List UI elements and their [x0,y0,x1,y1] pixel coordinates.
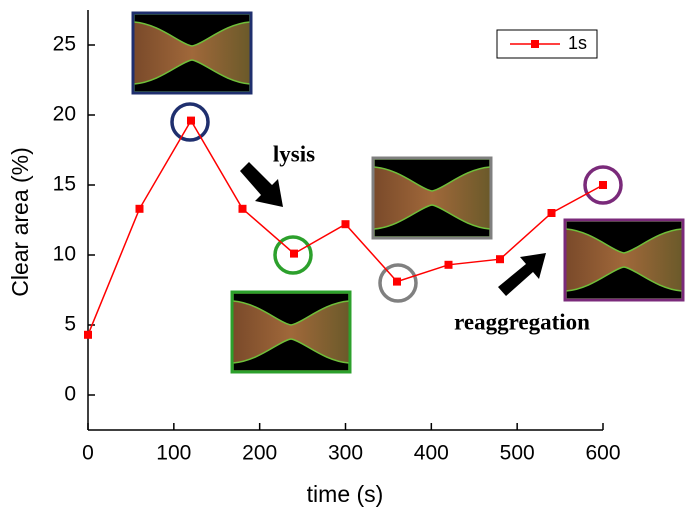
arrow [240,162,283,207]
inset-frame [131,11,253,95]
data-point [187,116,195,125]
x-tick-label: 0 [82,442,94,465]
data-point [290,249,298,258]
data-point [341,220,350,229]
legend-label: 1s [568,33,587,53]
highlight-circle [273,235,313,275]
data-point [84,330,92,339]
inset-images [131,11,685,374]
inset-image [565,220,683,300]
y-tick-label: 5 [64,313,76,336]
data-point [599,181,607,189]
data-point [238,204,247,213]
annotation: lysis [273,141,315,166]
data-point [444,260,453,269]
data-point [135,204,144,213]
inset-image [133,13,251,93]
highlight-circles [170,102,623,303]
y-axis-label: Clear area (%) [7,147,33,297]
x-tick-label: 300 [328,442,363,465]
y-tick-label: 15 [53,173,76,196]
inset-image [373,158,491,238]
x-axis-label: time (s) [307,481,384,507]
inset-frame [230,290,352,374]
highlight-circle [170,102,210,142]
data-point [547,209,556,217]
annotation: reaggregation [454,309,590,334]
data-point [496,255,504,264]
y-tick-label: 10 [53,243,76,266]
x-tick-label: 500 [500,442,535,465]
x-tick-label: 100 [156,442,191,465]
x-tick-label: 400 [414,442,449,465]
data-point [393,277,401,286]
legend-marker [531,40,539,48]
highlight-circle [583,165,623,205]
inset-frame [371,156,493,240]
arrow [498,253,546,296]
x-tick-label: 600 [585,442,620,465]
inset-image [232,292,350,372]
y-tick-label: 25 [53,33,76,56]
highlight-circle [378,263,418,303]
y-tick-label: 20 [53,103,76,126]
inset-frame [563,218,685,302]
y-tick-label: 0 [64,383,76,406]
x-tick-label: 200 [242,442,277,465]
